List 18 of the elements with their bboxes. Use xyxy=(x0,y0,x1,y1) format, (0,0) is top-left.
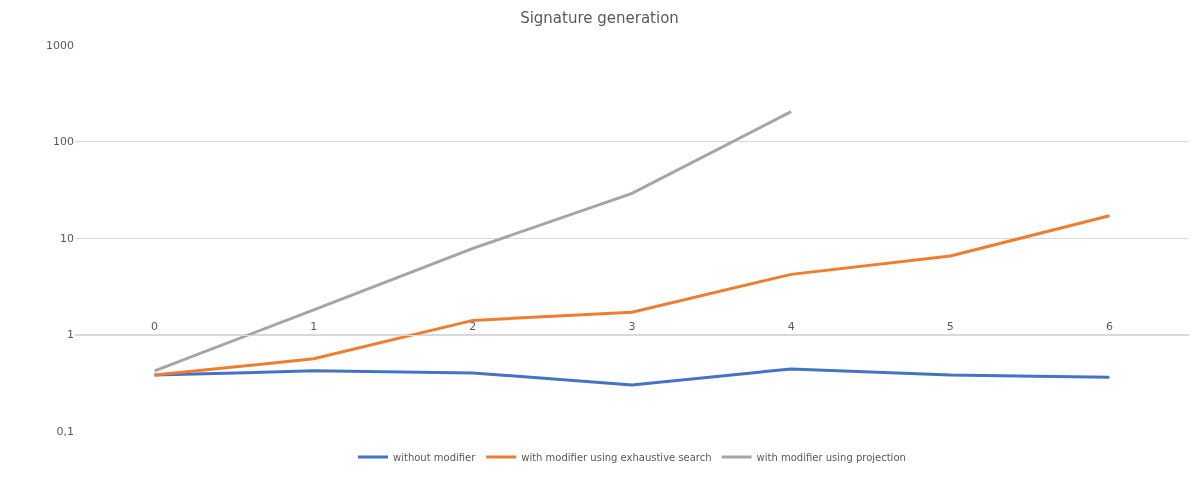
line-series xyxy=(153,367,1111,387)
x-tick-label: 3 xyxy=(628,320,636,334)
y-tick-label: 100 xyxy=(53,135,74,149)
y-tick-label: 1000 xyxy=(46,38,74,52)
x-tick-label: 6 xyxy=(1105,320,1113,334)
x-tick-label: 5 xyxy=(946,320,954,334)
legend-label: with modifier using exhaustive search xyxy=(521,451,712,463)
y-tick-label: 0,1 xyxy=(56,424,74,438)
x-tick-label: 1 xyxy=(310,320,318,334)
legend-label: with modifier using projection xyxy=(756,451,906,463)
legend-label: without modifier xyxy=(393,451,477,463)
x-tick-label: 0 xyxy=(151,320,159,334)
y-tick-label: 10 xyxy=(60,231,74,245)
line-series xyxy=(153,214,1111,377)
x-tick-label: 2 xyxy=(469,320,477,334)
x-tick-label: 4 xyxy=(787,320,795,334)
chart-title: Signature generation xyxy=(520,8,679,27)
line-series xyxy=(153,110,793,373)
